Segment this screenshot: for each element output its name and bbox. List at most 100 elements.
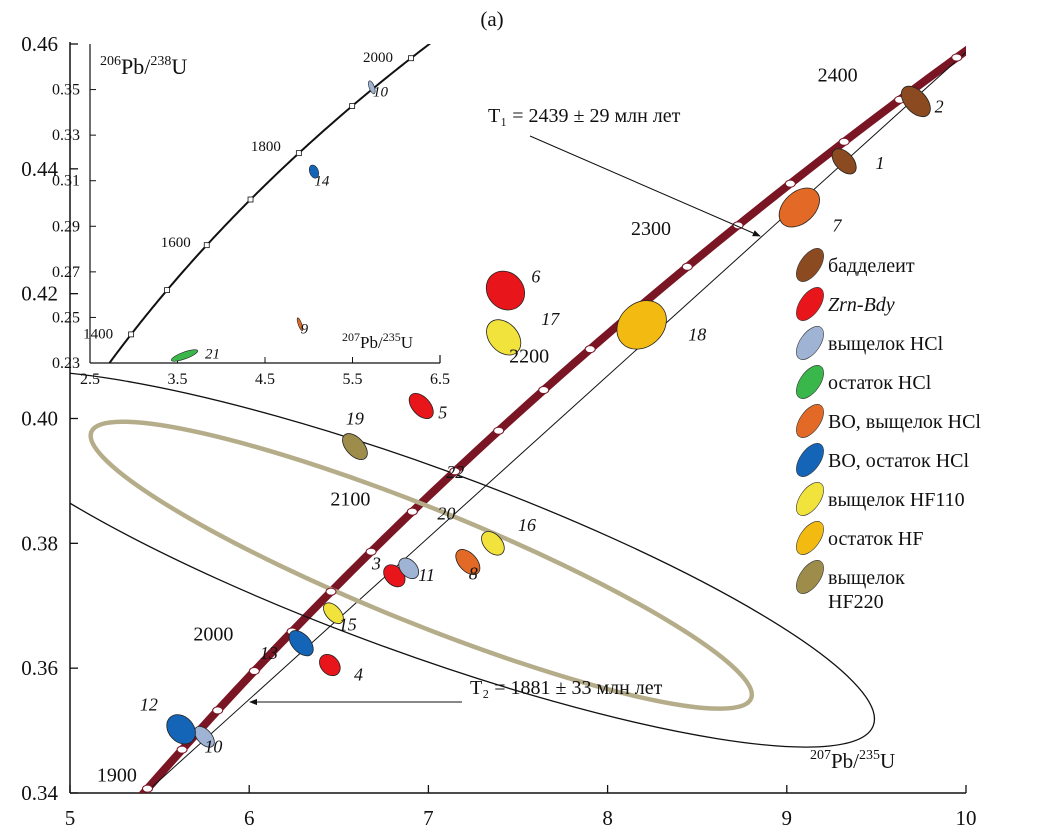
inset-data-ellipse-9 bbox=[296, 317, 304, 332]
point-label-1: 1 bbox=[875, 153, 884, 173]
inset-age-label: 1400 bbox=[83, 326, 113, 342]
inset-age-marker bbox=[408, 55, 414, 62]
inset-x-axis-title: 207Pb/235U bbox=[342, 330, 413, 352]
inset-y-tick-label: 0.33 bbox=[52, 127, 80, 144]
legend-label-zrn_bdy: Zrn-Bdy bbox=[828, 294, 895, 316]
inset-y-tick-label: 0.29 bbox=[52, 218, 80, 235]
inset-age-marker bbox=[203, 242, 210, 249]
inset-data-ellipse-21 bbox=[170, 349, 199, 362]
point-label-15: 15 bbox=[339, 615, 357, 635]
data-ellipse-17 bbox=[486, 319, 522, 356]
legend-swatch-leach_hcl bbox=[796, 326, 824, 360]
y-tick-label: 0.42 bbox=[21, 282, 58, 306]
concordia-age-dot bbox=[325, 587, 337, 596]
inset-point-label-21: 21 bbox=[205, 346, 220, 362]
data-ellipse-4 bbox=[319, 654, 341, 677]
data-ellipse-1 bbox=[831, 148, 857, 175]
data-ellipse-13 bbox=[288, 630, 314, 657]
data-ellipse-10 bbox=[194, 726, 215, 748]
legend-label-bo_leach_hcl: ВО, выщелок HCl bbox=[828, 411, 981, 433]
point-label-20: 20 bbox=[437, 504, 455, 524]
point-label-6: 6 bbox=[531, 266, 540, 286]
legend-swatch-residue_hcl bbox=[796, 365, 824, 399]
point-label-22: 22 bbox=[446, 462, 464, 482]
data-ellipse-18 bbox=[616, 300, 667, 350]
error-ellipse-22 bbox=[70, 370, 876, 748]
concordia-age-dot bbox=[493, 426, 505, 435]
inset-age-label: 2000 bbox=[363, 50, 393, 66]
inset-data-ellipse-10 bbox=[368, 80, 376, 95]
concordia-age-dot bbox=[365, 547, 377, 556]
legend-label-residue_hcl: остаток HCl bbox=[828, 372, 932, 394]
data-ellipse-16 bbox=[481, 531, 505, 556]
data-ellipse-12 bbox=[166, 714, 196, 745]
error-ellipse-20 bbox=[88, 419, 755, 711]
x-tick-label: 6 bbox=[244, 806, 255, 830]
legend-swatch-residue_hf bbox=[796, 521, 824, 555]
x-axis-title: 207Pb/235U bbox=[810, 748, 895, 773]
y-tick-label: 0.40 bbox=[21, 407, 58, 431]
point-label-17: 17 bbox=[541, 309, 560, 329]
inset-age-marker bbox=[295, 150, 302, 157]
inset-age-marker bbox=[164, 287, 170, 294]
point-label-2: 2 bbox=[935, 97, 944, 117]
legend-swatch-zrn_bdy bbox=[796, 287, 824, 321]
concordia-age-label: 2400 bbox=[818, 65, 858, 87]
inset-x-tick-label: 5.5 bbox=[343, 371, 363, 388]
y-tick-label: 0.44 bbox=[21, 157, 58, 181]
inset-age-marker bbox=[349, 103, 356, 109]
data-ellipse-7 bbox=[778, 187, 820, 228]
concordia-age-label: 2300 bbox=[631, 218, 671, 240]
x-tick-label: 9 bbox=[782, 806, 793, 830]
data-ellipse-2 bbox=[900, 85, 931, 118]
legend-swatch-leach_hf110 bbox=[796, 482, 824, 516]
legend-label-leach_hf110: выщелок HF110 bbox=[828, 489, 965, 511]
point-label-18: 18 bbox=[688, 324, 706, 344]
t1-arrow bbox=[529, 135, 761, 237]
y-tick-label: 0.34 bbox=[21, 781, 58, 805]
legend-swatch-leach_hf220 bbox=[796, 560, 824, 594]
concordia-age-dot bbox=[784, 179, 796, 188]
concordia-age-label: 2100 bbox=[330, 489, 370, 511]
point-label-4: 4 bbox=[354, 665, 363, 685]
inset-y-tick-label: 0.35 bbox=[52, 82, 80, 99]
concordia-age-dot bbox=[406, 507, 418, 516]
inset-point-label-10: 10 bbox=[373, 84, 389, 100]
point-label-19: 19 bbox=[346, 409, 364, 429]
legend-swatch-baddeleyite bbox=[796, 248, 824, 282]
panel-label: (a) bbox=[480, 7, 503, 31]
legend-label-residue_hf: остаток HF bbox=[828, 528, 923, 550]
data-ellipse-5 bbox=[408, 393, 434, 420]
concordia-age-dot bbox=[449, 467, 461, 476]
data-ellipse-8 bbox=[455, 549, 481, 576]
concordia-age-dot bbox=[142, 784, 154, 793]
inset-data-ellipse-14 bbox=[308, 164, 320, 179]
inset-age-marker bbox=[247, 196, 254, 203]
inset-age-marker bbox=[128, 331, 135, 338]
legend-label-baddeleyite: бадделеит bbox=[828, 255, 915, 277]
legend-swatch-bo_leach_hcl bbox=[796, 404, 824, 438]
concordia-age-label: 2200 bbox=[509, 345, 549, 367]
inset-y-tick-label: 0.27 bbox=[52, 264, 80, 281]
concordia-age-dot bbox=[538, 386, 550, 395]
t2-annotation: T₂ = 1881 ± 33 млн лет bbox=[470, 677, 663, 699]
concordia-age-dot bbox=[176, 745, 188, 754]
concordia-age-dot bbox=[838, 137, 850, 146]
y-tick-label: 0.38 bbox=[21, 531, 58, 555]
inset-y-axis-title: 206Pb/238U bbox=[100, 54, 187, 79]
inset-y-tick-label: 0.25 bbox=[52, 309, 80, 326]
data-ellipse-15 bbox=[323, 602, 344, 625]
point-label-12: 12 bbox=[140, 695, 158, 715]
point-label-11: 11 bbox=[418, 565, 435, 585]
point-label-8: 8 bbox=[469, 564, 478, 584]
inset-x-tick-label: 2.5 bbox=[80, 371, 100, 388]
legend-label-bo_residue_hcl: ВО, остаток HCl bbox=[828, 450, 969, 472]
legend: бадделеит Zrn-Bdy выщелок HCl остаток HCl ВО… bbox=[796, 248, 981, 613]
point-label-7: 7 bbox=[832, 215, 842, 235]
inset-clip bbox=[108, 44, 432, 363]
inset-plot: 2.5 3.5 4.5 5.5 6.5 0.23 0.25 0.27 0.29 0.31 0.33 0… bbox=[52, 44, 450, 388]
